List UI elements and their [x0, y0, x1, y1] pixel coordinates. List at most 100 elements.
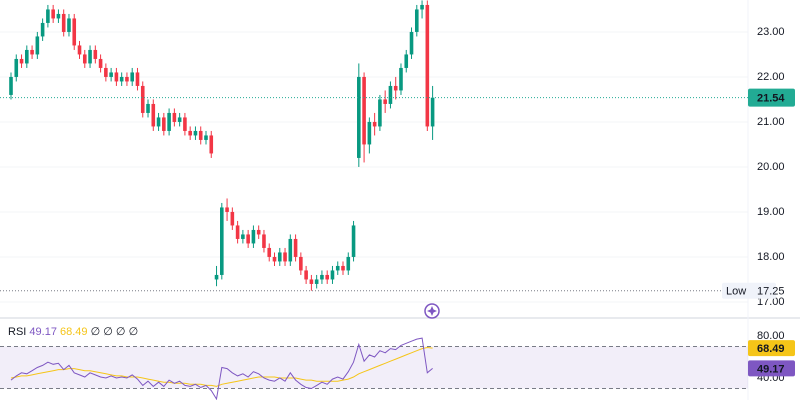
candle-body	[409, 31, 414, 55]
candle-body	[193, 130, 198, 136]
rsi-legend: RSI 49.17 68.49 ∅ ∅ ∅ ∅	[8, 326, 138, 338]
candle-body	[320, 274, 324, 280]
candle-body	[35, 36, 40, 55]
candle-body	[262, 234, 266, 248]
candle-body	[235, 225, 240, 239]
candle-body	[14, 58, 19, 77]
candle-body	[399, 67, 403, 91]
candle-body	[125, 76, 129, 82]
rsi-ma-value-label: 68.49	[757, 343, 785, 355]
candle-body	[46, 9, 50, 23]
candle-body	[330, 270, 335, 280]
low-label: Low	[726, 286, 746, 298]
candle-body	[135, 72, 140, 86]
candle-body	[314, 279, 319, 284]
candle-body	[346, 256, 351, 271]
candle-body	[341, 265, 345, 271]
candle-body	[140, 85, 145, 113]
rsi-legend-ma-value: 68.49	[60, 326, 88, 338]
candle-body	[388, 85, 393, 104]
y-tick-label: 20.00	[757, 161, 785, 173]
candle-body	[293, 238, 298, 257]
candle-body	[151, 103, 156, 127]
rsi-value-label: 49.17	[757, 363, 785, 375]
y-tick-label: 22.00	[757, 71, 785, 83]
low-label-box	[722, 282, 776, 299]
candle-body	[220, 207, 224, 275]
candle-body	[277, 252, 282, 262]
event-marker[interactable]	[424, 303, 440, 319]
candle-body	[93, 49, 98, 59]
candle-body	[9, 76, 13, 95]
low-value: 17.25	[757, 286, 785, 298]
rsi-legend-extra: ∅	[116, 326, 126, 338]
y-tick-label: 80.00	[757, 330, 785, 342]
candle-body	[425, 4, 430, 127]
y-tick-label: 21.00	[757, 116, 785, 128]
candle-body	[88, 49, 92, 64]
candle-body	[67, 18, 71, 32]
candle-body	[383, 99, 387, 104]
candle-body	[304, 270, 308, 280]
y-tick-label: 17.00	[757, 296, 785, 308]
candle-body	[335, 265, 340, 271]
candle-body	[309, 279, 314, 284]
rsi-line	[10, 337, 433, 400]
candle-body	[283, 252, 287, 262]
candle-body	[188, 130, 192, 136]
candle-body	[114, 72, 119, 82]
candle-body	[30, 49, 34, 55]
candle-body	[430, 97, 435, 127]
candle-body	[325, 274, 329, 280]
y-tick-label: 23.00	[757, 26, 785, 38]
candle-body	[119, 76, 124, 82]
candle-body	[209, 135, 214, 154]
candle-body	[288, 238, 293, 262]
rsi-legend-extra: ∅	[103, 326, 113, 338]
candle-body	[251, 229, 256, 244]
last-price-label: 21.54	[757, 93, 785, 105]
candle-body	[357, 76, 361, 158]
candle-body	[378, 99, 382, 127]
y-tick-label: 18.00	[757, 251, 785, 263]
candle-body	[19, 58, 24, 64]
candle-body	[77, 45, 82, 55]
candle-body	[272, 256, 277, 262]
candle-body	[156, 117, 161, 127]
candle-body	[367, 121, 372, 145]
candle-body	[362, 76, 366, 145]
candle-body	[404, 54, 409, 68]
candle-body	[162, 117, 166, 131]
candle-body	[82, 54, 87, 64]
rsi-ma-line	[10, 346, 433, 387]
candle-body	[40, 22, 45, 37]
candle-body	[183, 117, 187, 131]
candle-body	[146, 103, 150, 113]
candle-body	[256, 229, 261, 235]
candle-body	[214, 274, 219, 280]
candle-body	[414, 9, 419, 32]
rsi-value-box	[748, 360, 795, 377]
candle-body	[56, 13, 61, 19]
candle-body	[204, 135, 208, 140]
event-icon	[427, 306, 437, 316]
candle-body	[72, 18, 77, 46]
rsi-legend-extra: ∅	[91, 326, 101, 338]
candle-body	[241, 234, 245, 239]
rsi-legend-value: 49.17	[29, 326, 57, 338]
rsi-ma-value-box	[748, 340, 795, 357]
candle-body	[177, 117, 182, 122]
candle-body	[104, 67, 108, 77]
candle-body	[230, 211, 235, 226]
candle-body	[61, 13, 66, 32]
candle-body	[167, 112, 171, 131]
candle-body	[98, 58, 103, 68]
candle-body	[299, 256, 303, 271]
y-tick-label: 19.00	[757, 206, 785, 218]
candle-body	[393, 85, 398, 91]
rsi-legend-extra: ∅	[129, 326, 139, 338]
candle-body	[246, 234, 250, 244]
candle-body	[198, 130, 203, 140]
